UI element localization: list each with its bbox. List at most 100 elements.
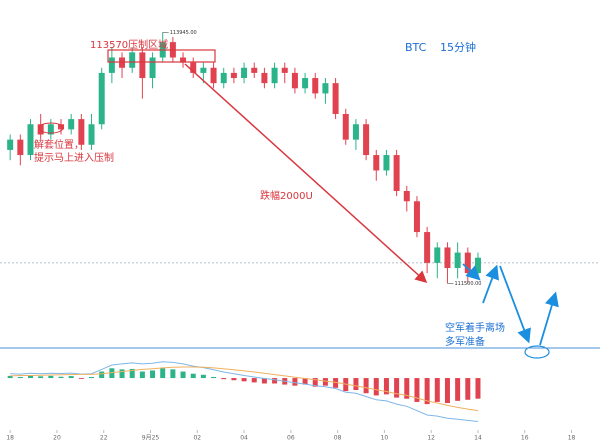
macd-bar — [28, 375, 34, 379]
x-tick-label: 06 — [287, 435, 295, 442]
candle-body — [139, 52, 146, 79]
macd-bar — [17, 376, 23, 379]
candle-body — [108, 57, 115, 73]
macd-bar — [139, 371, 145, 379]
macd-bar — [180, 371, 186, 379]
candle-body — [180, 57, 187, 63]
macd-bar — [444, 378, 450, 404]
candle-body — [464, 252, 471, 274]
candle-body — [393, 155, 400, 191]
macd-line — [10, 366, 479, 412]
candle-body — [383, 155, 390, 171]
macd-bar — [292, 378, 298, 386]
macd-bar — [190, 373, 196, 379]
candle-body — [312, 78, 319, 94]
x-tick-label: 20 — [53, 435, 61, 442]
candle-body — [403, 190, 410, 202]
candle-body — [98, 72, 105, 125]
macd-bar — [333, 378, 339, 388]
macd-bar — [200, 374, 206, 379]
macd-bar — [7, 375, 13, 379]
candle-body — [474, 257, 481, 274]
candle-body — [322, 83, 329, 94]
x-tick-label: 18 — [6, 435, 14, 442]
macd-bar — [119, 369, 125, 379]
macd-bar — [241, 378, 247, 382]
price-label: 113945.00 — [170, 30, 197, 36]
blue-arrow — [482, 264, 499, 304]
candle-body — [241, 67, 248, 79]
chart-title: BTC — [405, 41, 427, 54]
candle-body — [332, 83, 339, 114]
annotation: 113570压制区域 — [90, 38, 168, 51]
macd-bar — [363, 378, 369, 394]
candle-body — [47, 124, 54, 135]
macd-bar — [68, 376, 74, 379]
candle-body — [444, 247, 451, 268]
macd-bar — [465, 378, 471, 400]
annotation: 多军准备 — [445, 335, 485, 348]
candle-body — [27, 124, 34, 156]
candle-body — [363, 124, 370, 156]
candle-body — [220, 72, 227, 84]
macd-bar — [475, 378, 481, 399]
candle-body — [230, 72, 237, 79]
x-tick-label: 02 — [193, 435, 201, 442]
macd-bar — [78, 378, 84, 379]
macd-bar — [455, 378, 461, 401]
candle-body — [37, 124, 44, 135]
candle-body — [129, 52, 136, 68]
macd-bar — [414, 378, 420, 402]
candle-body — [190, 62, 197, 73]
macd-line — [10, 361, 479, 422]
x-tick-label: 9月25 — [142, 435, 160, 442]
macd-bar — [99, 371, 105, 379]
candle-body — [17, 139, 24, 156]
candles — [7, 32, 481, 422]
blue-arrow — [499, 265, 531, 344]
macd-bar — [170, 369, 176, 379]
annotation: 跌幅2000U — [260, 189, 313, 202]
x-tick-label: 16 — [521, 435, 529, 442]
candle-body — [352, 124, 359, 140]
macd-bar — [251, 378, 257, 383]
candle-body — [424, 232, 431, 263]
blue-arrow — [462, 263, 481, 281]
x-tick-label: 12 — [427, 435, 435, 442]
macd-bar — [231, 378, 237, 381]
candle-body — [200, 67, 207, 73]
x-tick-label: 10 — [381, 435, 389, 442]
macd-bar — [302, 378, 308, 385]
annotation: 解套位置， — [34, 138, 84, 151]
candle-body — [413, 201, 420, 233]
macd-bar — [322, 378, 328, 386]
macd-bar — [89, 376, 95, 379]
macd-bar — [160, 368, 166, 379]
price-label: 111500.00 — [454, 281, 481, 287]
macd-bar — [353, 378, 359, 390]
macd-bar — [404, 378, 410, 399]
candle-body — [7, 139, 14, 150]
macd-bar — [58, 376, 64, 379]
candle-body — [149, 57, 156, 79]
unlock-ellipse — [38, 122, 64, 134]
macd-bar — [221, 378, 227, 380]
candle-body — [454, 252, 461, 268]
x-tick-label: 08 — [334, 435, 342, 442]
macd-bar — [261, 378, 267, 384]
chart-subtitle: 15分钟 — [440, 40, 476, 54]
candle-body — [271, 67, 278, 84]
grid — [0, 262, 600, 433]
annotation: 空军着手离场 — [445, 321, 505, 334]
macd-bar — [383, 378, 389, 395]
annotation: 提示马上进入压制 — [34, 151, 114, 164]
macd-bar — [394, 378, 400, 398]
macd-bar — [424, 378, 430, 405]
buy-ellipse — [524, 345, 550, 359]
macd-bar — [211, 376, 217, 379]
x-tick-label: 04 — [240, 435, 248, 442]
resistance-box — [107, 49, 216, 63]
drop-arrow — [184, 63, 428, 284]
macd-bar — [373, 378, 379, 396]
